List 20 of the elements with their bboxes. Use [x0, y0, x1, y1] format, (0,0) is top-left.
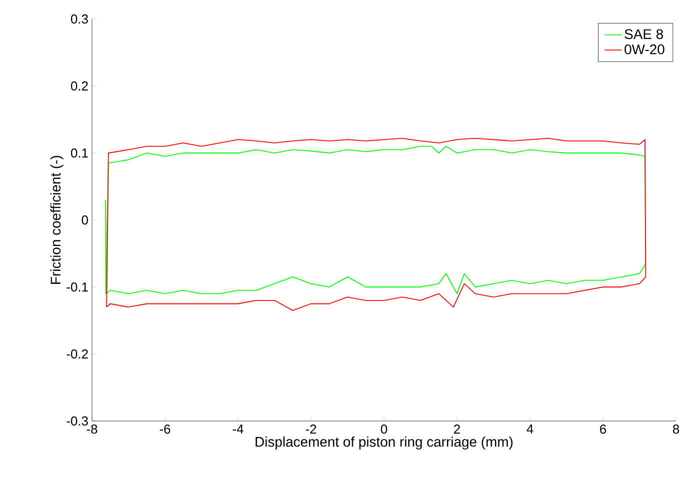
y-tick-label: -0.3 — [66, 416, 88, 426]
y-tick-label: -0.2 — [66, 349, 88, 359]
x-tick-label: -4 — [232, 424, 244, 434]
y-tick-label: 0.1 — [70, 148, 88, 158]
y-tick-label: -0.1 — [66, 282, 88, 292]
y-tick-label: 0.3 — [70, 14, 88, 24]
x-tick-label: 8 — [672, 424, 680, 434]
x-tick-label: 2 — [454, 424, 460, 434]
y-tick-label: 0.2 — [70, 81, 88, 91]
x-axis-title: Displacement of piston ring carriage (mm) — [256, 436, 513, 450]
y-axis-title: Friction coefficient (-) — [50, 156, 64, 284]
x-tick-label: -8 — [86, 424, 98, 434]
x-tick-label: 4 — [526, 424, 534, 434]
x-tick-label: -6 — [160, 424, 170, 434]
x-tick-label: -2 — [306, 424, 316, 434]
x-tick-label: 0 — [380, 424, 388, 434]
legend-label: 0W-20 — [624, 44, 664, 54]
x-tick-label: 6 — [600, 424, 606, 434]
legend-label: SAE 8 — [624, 29, 663, 40]
y-tick-label: 0 — [82, 215, 88, 225]
